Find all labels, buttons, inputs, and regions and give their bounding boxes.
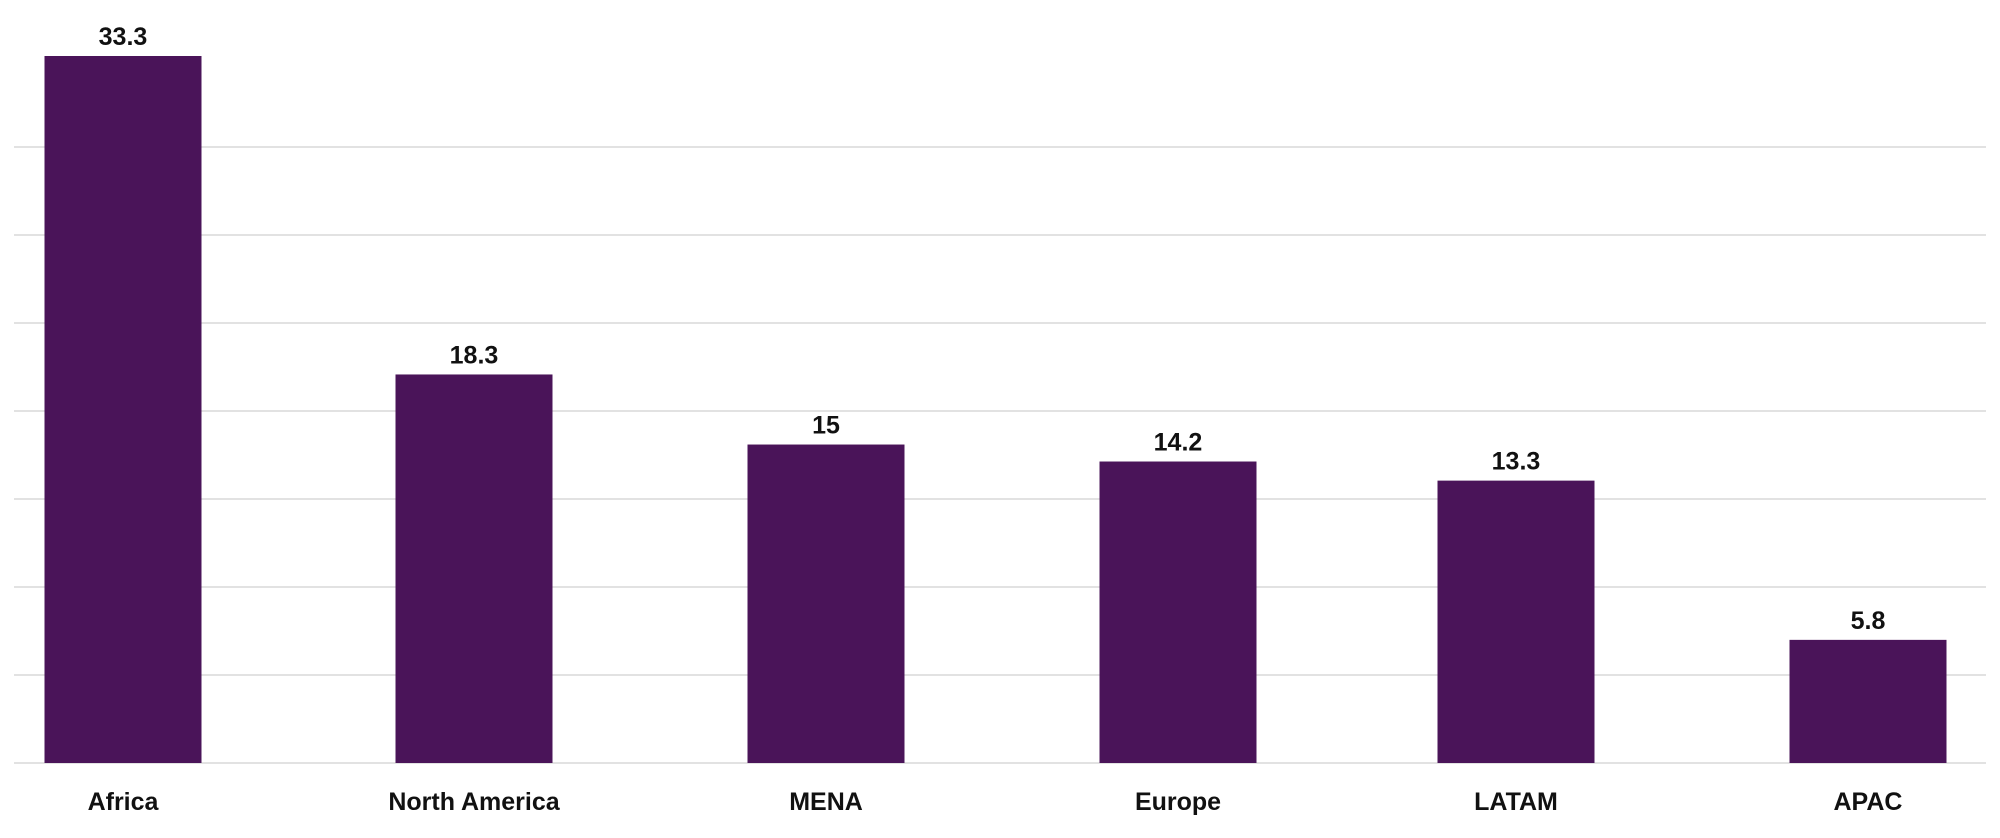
bar-mena bbox=[747, 444, 905, 763]
data-label: 15 bbox=[812, 412, 840, 440]
bar-africa bbox=[44, 56, 202, 763]
category-label: Europe bbox=[1135, 788, 1221, 816]
category-label: Africa bbox=[88, 788, 160, 816]
data-label: 13.3 bbox=[1492, 448, 1541, 476]
bars bbox=[44, 56, 1947, 763]
bar-europe bbox=[1099, 461, 1257, 763]
data-label: 5.8 bbox=[1851, 607, 1886, 635]
gridlines bbox=[14, 146, 1986, 764]
data-labels: 33.3 18.3 15 14.2 13.3 5.8 bbox=[99, 23, 1886, 635]
bar-apac bbox=[1789, 639, 1947, 763]
data-label: 18.3 bbox=[450, 341, 499, 369]
category-label: LATAM bbox=[1474, 788, 1558, 816]
bar-north-america bbox=[395, 374, 553, 763]
category-labels: Africa North America MENA Europe LATAM APAC bbox=[88, 788, 1903, 816]
category-label: APAC bbox=[1834, 788, 1903, 816]
bar-latam bbox=[1437, 480, 1595, 763]
category-label: MENA bbox=[789, 788, 863, 816]
data-label: 33.3 bbox=[99, 23, 148, 51]
data-label: 14.2 bbox=[1154, 429, 1203, 457]
category-label: North America bbox=[388, 788, 560, 816]
